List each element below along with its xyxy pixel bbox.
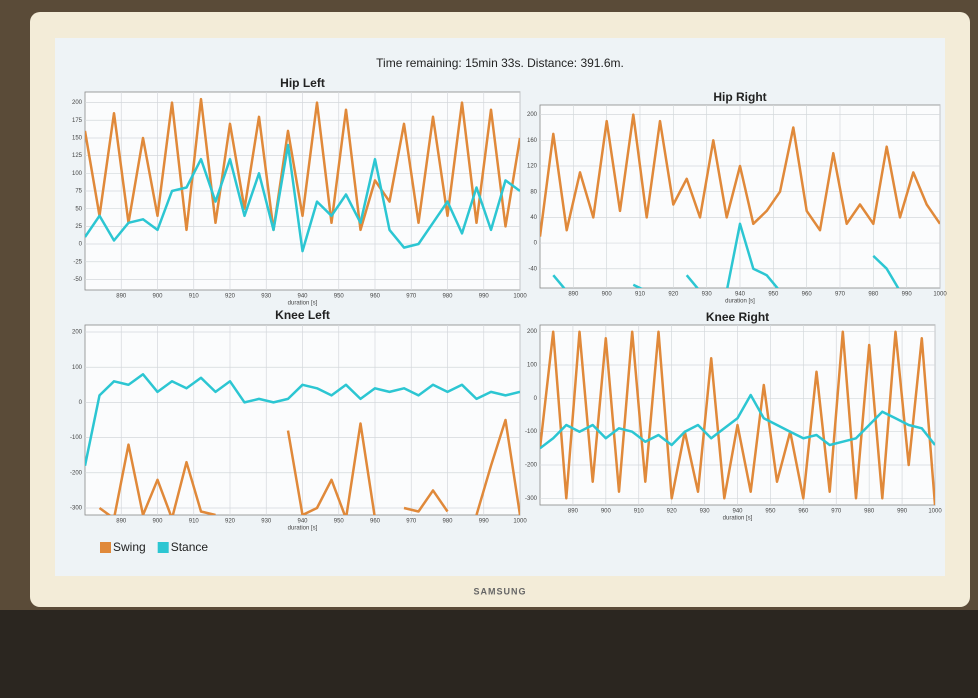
x-tick-label: 900 — [152, 294, 163, 300]
y-tick-label: -50 — [73, 277, 82, 283]
x-tick-label: 980 — [442, 294, 453, 300]
x-tick-label: 970 — [831, 509, 842, 515]
x-tick-label: 890 — [568, 292, 579, 298]
x-tick-label: 910 — [635, 292, 646, 298]
y-tick-label: -100 — [70, 435, 83, 441]
y-tick-label: -25 — [73, 259, 82, 265]
x-tick-label: 920 — [225, 294, 236, 300]
x-tick-label: 1000 — [933, 292, 947, 298]
y-tick-label: 175 — [72, 118, 83, 124]
x-tick-label: 990 — [902, 292, 913, 298]
y-tick-label: -200 — [525, 463, 538, 469]
x-tick-label: 930 — [700, 509, 711, 515]
legend-swatch — [158, 542, 169, 553]
x-tick-label: 920 — [225, 519, 236, 525]
monitor-photo: Time remaining: 15min 33s. Distance: 391… — [0, 0, 978, 698]
x-tick-label: 1000 — [928, 509, 942, 515]
x-tick-label: 970 — [406, 294, 417, 300]
y-tick-label: -100 — [525, 429, 538, 435]
chart-title: Hip Left — [280, 76, 325, 90]
y-tick-label: 75 — [75, 189, 82, 195]
y-tick-label: 160 — [527, 138, 538, 144]
x-tick-label: 950 — [334, 294, 345, 300]
y-tick-label: 200 — [72, 330, 83, 336]
y-tick-label: 50 — [75, 206, 82, 212]
y-tick-label: 80 — [530, 189, 537, 195]
x-tick-label: 980 — [868, 292, 879, 298]
y-tick-label: -300 — [525, 496, 538, 502]
x-tick-label: 950 — [334, 519, 345, 525]
y-tick-label: -300 — [70, 506, 83, 512]
x-tick-label: 900 — [601, 509, 612, 515]
x-tick-label: 960 — [370, 294, 381, 300]
x-tick-label: 950 — [768, 292, 779, 298]
x-tick-label: 900 — [602, 292, 613, 298]
x-axis-label: duration [s] — [288, 301, 318, 307]
x-tick-label: 920 — [667, 509, 678, 515]
x-tick-label: 910 — [189, 519, 200, 525]
y-tick-label: 100 — [72, 365, 83, 371]
desk — [0, 610, 978, 698]
x-tick-label: 900 — [152, 519, 163, 525]
x-tick-label: 980 — [864, 509, 875, 515]
x-axis-label: duration [s] — [723, 516, 753, 522]
y-tick-label: 40 — [530, 215, 537, 221]
y-tick-label: -40 — [528, 266, 537, 272]
page: {"header": {"status": "Time remaining: 1… — [0, 0, 978, 698]
x-tick-label: 960 — [370, 519, 381, 525]
x-tick-label: 940 — [297, 519, 308, 525]
y-tick-label: 150 — [72, 136, 83, 142]
y-tick-label: 25 — [75, 224, 82, 230]
x-tick-label: 890 — [116, 519, 127, 525]
x-tick-label: 990 — [897, 509, 908, 515]
x-axis-label: duration [s] — [725, 299, 755, 305]
brand: SAMSUNG — [473, 586, 526, 596]
x-tick-label: 910 — [189, 294, 200, 300]
y-tick-label: 200 — [72, 100, 83, 106]
y-tick-label: 125 — [72, 153, 83, 159]
x-tick-label: 970 — [835, 292, 846, 298]
x-tick-label: 980 — [442, 519, 453, 525]
x-tick-label: 960 — [802, 292, 813, 298]
x-tick-label: 970 — [406, 519, 417, 525]
legend-label: Swing — [113, 540, 146, 554]
y-tick-label: 100 — [72, 171, 83, 177]
x-tick-label: 930 — [261, 519, 272, 525]
legend-swatch — [100, 542, 111, 553]
y-tick-label: 120 — [527, 164, 538, 170]
y-tick-label: -200 — [70, 470, 83, 476]
x-tick-label: 990 — [479, 294, 490, 300]
y-tick-label: 200 — [527, 329, 538, 335]
x-tick-label: 990 — [479, 519, 490, 525]
x-tick-label: 930 — [261, 294, 272, 300]
x-tick-label: 920 — [668, 292, 679, 298]
x-tick-label: 950 — [765, 509, 776, 515]
chart-title: Knee Left — [275, 308, 330, 322]
x-tick-label: 930 — [702, 292, 713, 298]
x-tick-label: 910 — [634, 509, 645, 515]
x-tick-label: 940 — [732, 509, 743, 515]
chart-title: Knee Right — [706, 310, 769, 324]
legend-label: Stance — [171, 540, 209, 554]
x-tick-label: 940 — [735, 292, 746, 298]
chart-title: Hip Right — [713, 90, 766, 104]
x-tick-label: 960 — [798, 509, 809, 515]
x-tick-label: 940 — [297, 294, 308, 300]
x-tick-label: 890 — [568, 509, 579, 515]
status-text: Time remaining: 15min 33s. Distance: 391… — [376, 56, 624, 70]
y-tick-label: 100 — [527, 363, 538, 369]
y-tick-label: 200 — [527, 112, 538, 118]
x-tick-label: 1000 — [513, 294, 527, 300]
x-tick-label: 1000 — [513, 519, 527, 525]
x-axis-label: duration [s] — [288, 526, 318, 532]
x-tick-label: 890 — [116, 294, 127, 300]
